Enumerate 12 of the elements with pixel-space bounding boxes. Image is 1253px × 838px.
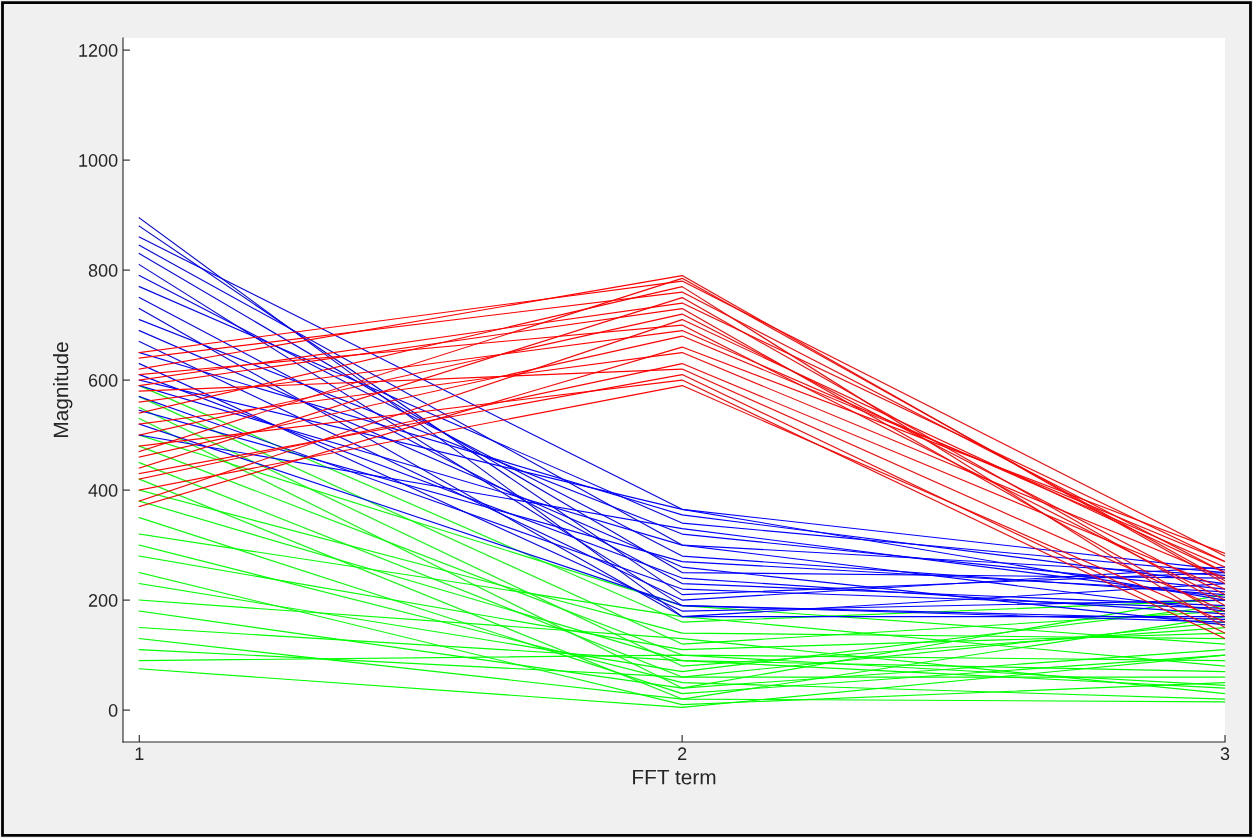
x-tick-label: 3: [1220, 747, 1230, 761]
y-tick-label: 200: [88, 594, 118, 607]
y-axis-title: Magnitude: [53, 342, 73, 437]
y-tick-label: 1000: [79, 154, 118, 167]
y-tick-label: 800: [88, 264, 118, 277]
y-tick-label: 1200: [79, 44, 118, 57]
x-axis-title: FFT term: [633, 770, 716, 785]
x-tick-label: 1: [135, 747, 144, 760]
y-tick-label: 400: [88, 484, 118, 497]
y-tick-label: 600: [88, 374, 118, 387]
x-tick-label: 2: [678, 747, 687, 760]
y-tick-label: 0: [108, 704, 118, 717]
